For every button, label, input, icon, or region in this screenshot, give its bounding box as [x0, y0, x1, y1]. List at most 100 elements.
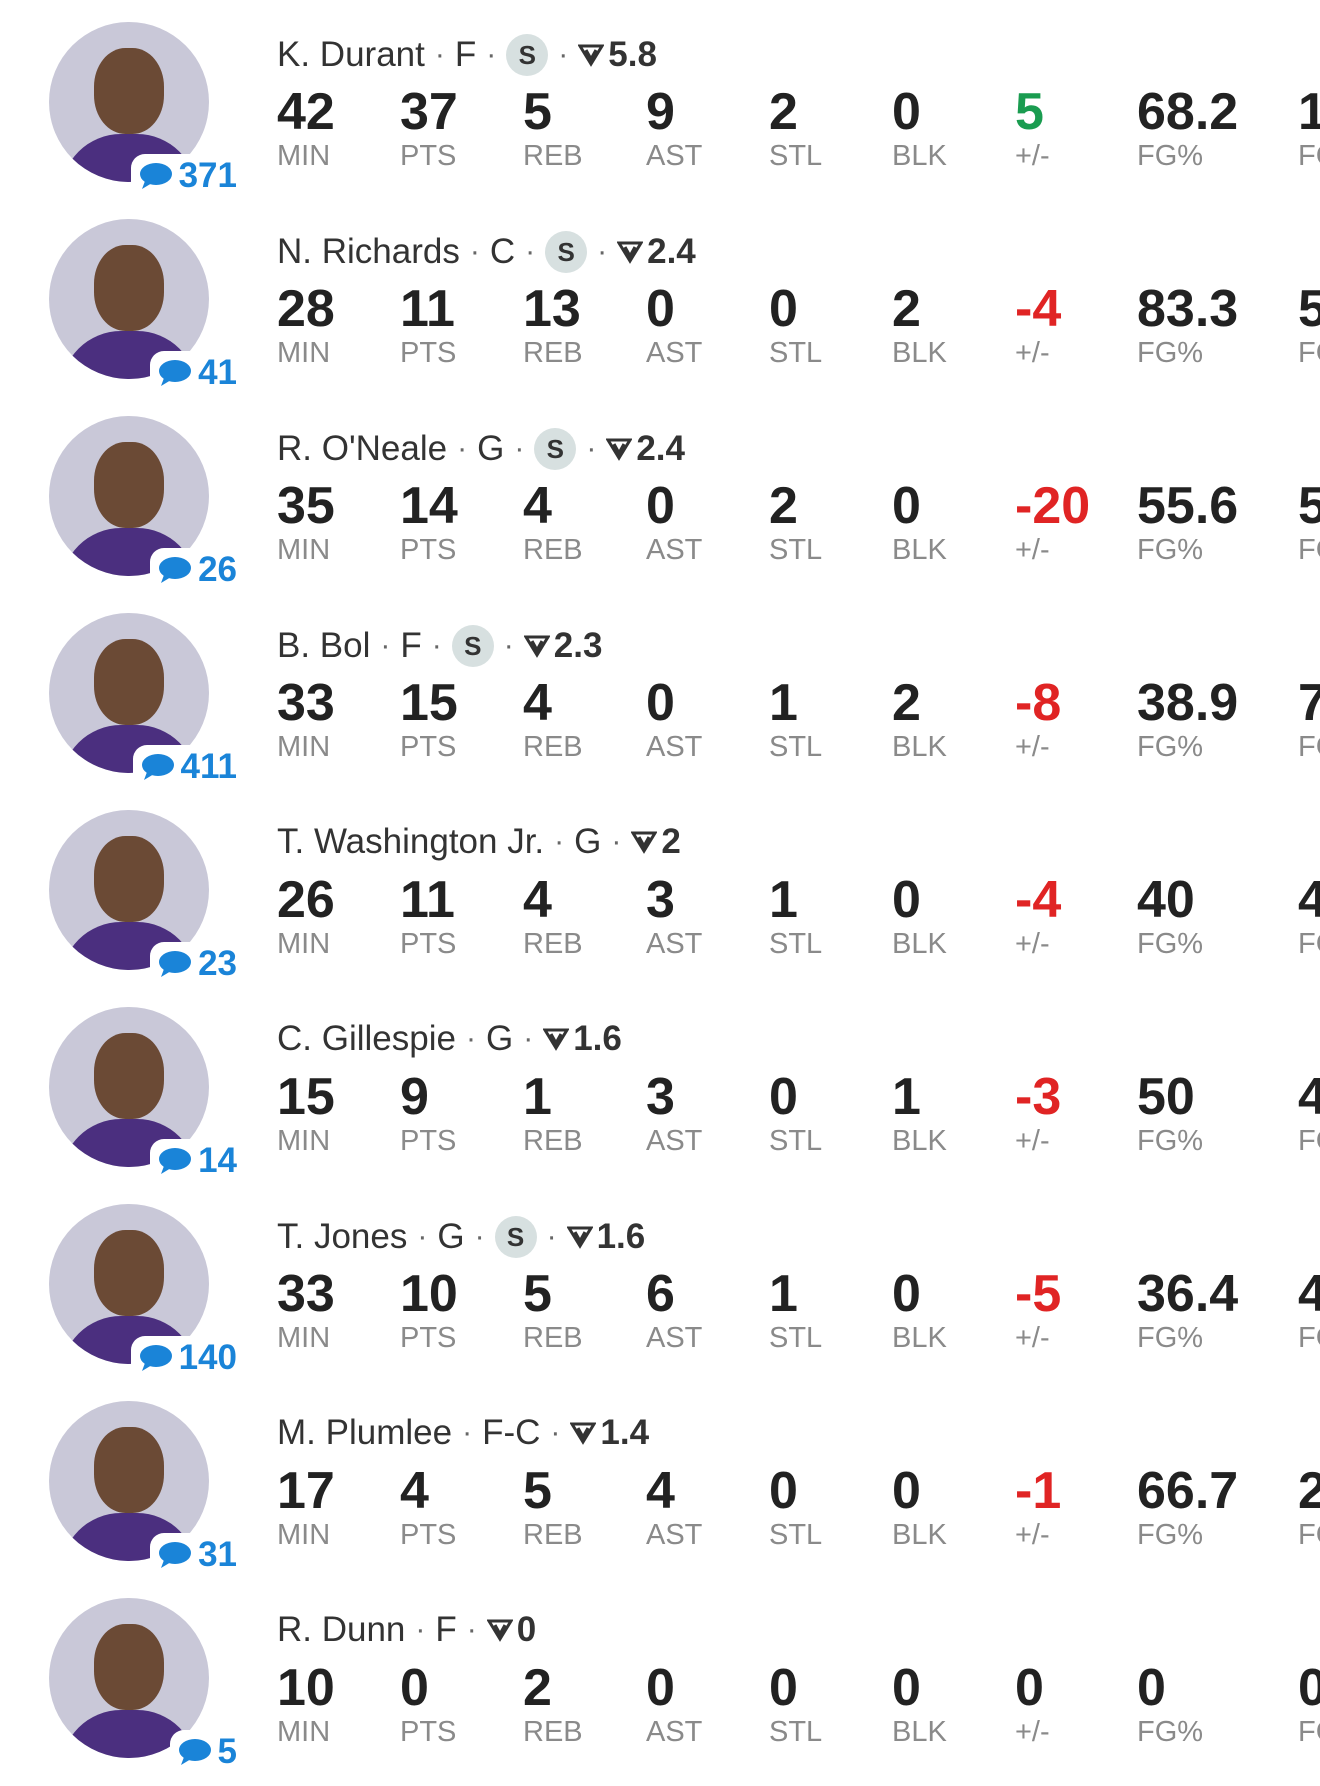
stat-label: AST: [646, 1716, 703, 1748]
separator: ·: [597, 235, 608, 268]
separator: ·: [503, 629, 514, 662]
stat-label: REB: [523, 1716, 583, 1748]
stat-value: 3: [646, 1068, 675, 1126]
stat-label: BLK: [892, 534, 947, 566]
stat-value: 1: [892, 1068, 921, 1126]
player-name: T. Washington Jr.: [277, 822, 545, 861]
name-line: M. Plumlee · F-C · 1.4: [277, 1413, 649, 1453]
stat-value: 5: [523, 1462, 552, 1520]
stat-value: 9: [400, 1068, 429, 1126]
rating: 1.6: [566, 1217, 646, 1257]
stat-value: 0: [646, 674, 675, 732]
stat-value: 0: [892, 1265, 921, 1323]
stat-value: 2: [892, 280, 921, 338]
stat-value: 37: [400, 83, 458, 141]
starter-badge: S: [494, 1216, 537, 1258]
rating: 2.3: [523, 626, 603, 666]
name-line: T. Washington Jr. · G · 2: [277, 822, 681, 862]
stat-value: 1: [769, 1265, 798, 1323]
stat-value: 26: [277, 871, 335, 929]
stat-value: -4: [1015, 871, 1062, 929]
stat-value: 6: [646, 1265, 675, 1323]
stat-label: MIN: [277, 1716, 331, 1748]
stat-value: 4: [1298, 1068, 1320, 1126]
avatar-head: [94, 245, 164, 331]
avatar-head: [94, 639, 164, 725]
stat-label: FG: [1298, 337, 1320, 369]
rating-value: 2: [661, 822, 681, 861]
comment-icon: [159, 360, 192, 386]
stat-value: 10: [277, 1659, 335, 1717]
player-name: M. Plumlee: [277, 1413, 453, 1452]
stat-value: 4: [523, 871, 552, 929]
stat-value: 0: [646, 1659, 675, 1717]
comment-count: 26: [150, 548, 237, 590]
stat-label: FG: [1298, 731, 1320, 763]
player-position: F: [400, 626, 422, 665]
comment-number: 26: [198, 550, 237, 589]
rating-value: 2.3: [553, 626, 603, 665]
separator: ·: [554, 825, 565, 858]
stat-value: 1: [769, 871, 798, 929]
avatar-head: [94, 1033, 164, 1119]
rating: 2.4: [617, 232, 696, 272]
stat-label: PTS: [400, 140, 457, 172]
player-row: 23 T. Washington Jr. · G · 2 26 MIN 11 PTS 4 REB 3 AS…: [0, 788, 1320, 985]
stat-label: PTS: [400, 1322, 457, 1354]
name-line: R. O'Neale · G · S · 2.4: [277, 428, 685, 470]
stat-label: AST: [646, 1519, 703, 1551]
name-line: K. Durant · F · S · 5.8: [277, 34, 657, 76]
stat-label: STL: [769, 731, 823, 763]
name-line: B. Bol · F · S · 2.3: [277, 625, 602, 667]
stat-value: 0: [646, 477, 675, 535]
stat-label: REB: [523, 337, 583, 369]
stat-label: FG: [1298, 140, 1320, 172]
rating-value: 0: [516, 1610, 537, 1649]
stat-value: 0: [400, 1659, 429, 1717]
comment-icon: [178, 1739, 211, 1765]
player-position: G: [574, 822, 602, 861]
rating-value: 1.6: [596, 1217, 646, 1256]
stat-label: +/-: [1015, 928, 1050, 960]
stat-label: +/-: [1015, 1125, 1050, 1157]
comment-icon: [139, 1345, 172, 1371]
player-name: N. Richards: [277, 232, 460, 271]
stat-label: FG%: [1137, 928, 1204, 960]
stat-value: 4: [523, 477, 552, 535]
stat-value: 14: [400, 477, 458, 535]
player-position: G: [485, 1019, 514, 1058]
stat-value: 0: [1298, 1659, 1320, 1717]
stat-label: +/-: [1015, 140, 1050, 172]
stat-label: +/-: [1015, 337, 1050, 369]
stat-value: 36.4: [1137, 1265, 1239, 1323]
stat-label: REB: [523, 534, 583, 566]
player-position: C: [489, 232, 516, 271]
stat-label: FG%: [1137, 731, 1204, 763]
stat-label: FG: [1298, 1125, 1320, 1157]
separator: ·: [546, 1220, 557, 1253]
stat-value: -20: [1015, 477, 1091, 535]
separator: ·: [415, 1613, 426, 1646]
stat-value: 5: [1298, 477, 1320, 535]
player-name: C. Gillespie: [277, 1019, 456, 1058]
stat-label: STL: [769, 337, 823, 369]
stat-label: FG%: [1137, 534, 1204, 566]
stat-label: REB: [523, 731, 583, 763]
stat-label: PTS: [400, 1519, 457, 1551]
comment-count: 41: [150, 351, 237, 393]
comment-number: 14: [198, 1141, 237, 1180]
separator: ·: [457, 432, 468, 465]
rating-value: 2.4: [647, 232, 696, 271]
stat-label: MIN: [277, 928, 331, 960]
rating-icon: [543, 1028, 570, 1051]
player-row: 26 R. O'Neale · G · S · 2.4 35 MIN 14 PTS 4 REB 0 AST 2 S…: [0, 394, 1320, 591]
stat-value: -8: [1015, 674, 1062, 732]
stat-label: PTS: [400, 534, 457, 566]
stat-value: 15: [277, 1068, 335, 1126]
comment-count: 5: [169, 1730, 237, 1772]
comment-number: 5: [217, 1732, 237, 1771]
separator: ·: [465, 1022, 476, 1055]
separator: ·: [486, 38, 497, 71]
stat-label: FG%: [1137, 1716, 1204, 1748]
